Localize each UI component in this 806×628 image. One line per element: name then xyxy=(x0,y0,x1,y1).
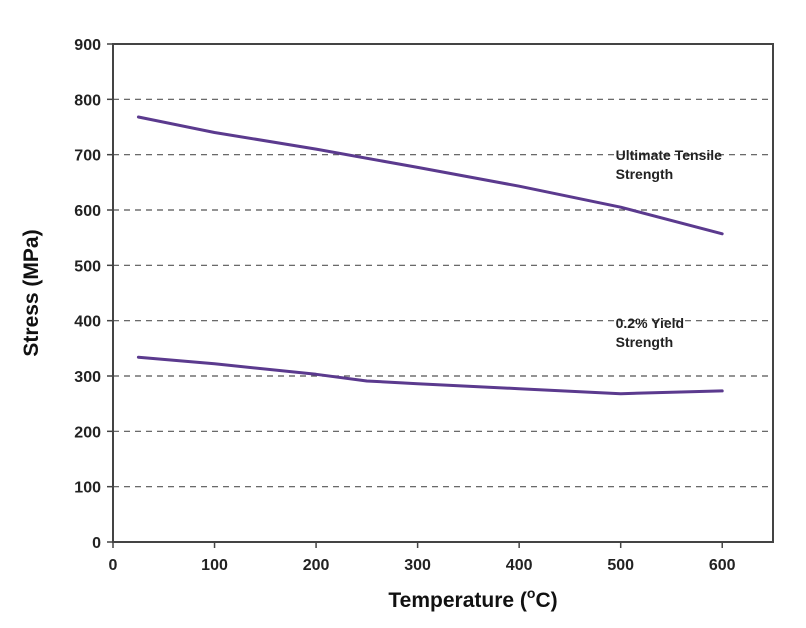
y-tick-label: 400 xyxy=(74,314,101,331)
series-label-line: Strength xyxy=(616,334,674,350)
x-axis-title-sup: o xyxy=(527,585,536,601)
y-tick-label: 500 xyxy=(74,258,101,275)
x-tick-label: 400 xyxy=(506,557,533,574)
axis-ticks xyxy=(107,43,723,548)
x-tick-label: 200 xyxy=(303,557,330,574)
y-tick-label: 700 xyxy=(74,148,101,165)
y-tick-label: 900 xyxy=(74,37,101,54)
series-annotations: Ultimate Tensile Strength 0.2% Yield Streng… xyxy=(616,147,723,350)
series-label-line: Strength xyxy=(616,166,674,182)
series-line xyxy=(136,115,724,236)
x-tick-label: 300 xyxy=(404,557,431,574)
plot-frame xyxy=(112,43,774,543)
series-label: Ultimate Tensile Strength xyxy=(616,147,723,182)
y-tick-label: 200 xyxy=(74,424,101,441)
x-axis-title-end: C) xyxy=(535,589,557,612)
x-tick-label: 600 xyxy=(709,557,736,574)
x-tick-label: 500 xyxy=(607,557,634,574)
y-tick-label: 0 xyxy=(92,535,101,552)
series-label-line: 0.2% Yield xyxy=(616,315,684,331)
x-tick-label: 100 xyxy=(201,557,228,574)
series-lines xyxy=(136,115,724,396)
y-tick-label: 600 xyxy=(74,203,101,220)
y-tick-label: 300 xyxy=(74,369,101,386)
series-label-line: Ultimate Tensile xyxy=(616,147,723,163)
series-label: 0.2% Yield Strength xyxy=(616,315,684,350)
tick-labels: 0 100 200 300 400 500 600 700 800 900 0 100 200 300 40… xyxy=(74,37,735,574)
y-tick-label: 800 xyxy=(74,92,101,109)
y-axis-title: Stress (MPa) xyxy=(20,229,43,356)
y-tick-label: 100 xyxy=(74,480,101,497)
series-line xyxy=(136,355,724,396)
gridlines xyxy=(113,98,773,488)
x-tick-label: 0 xyxy=(109,557,118,574)
x-axis-title: Temperature (oC) xyxy=(388,585,557,612)
x-axis-title-main: Temperature ( xyxy=(388,589,526,612)
